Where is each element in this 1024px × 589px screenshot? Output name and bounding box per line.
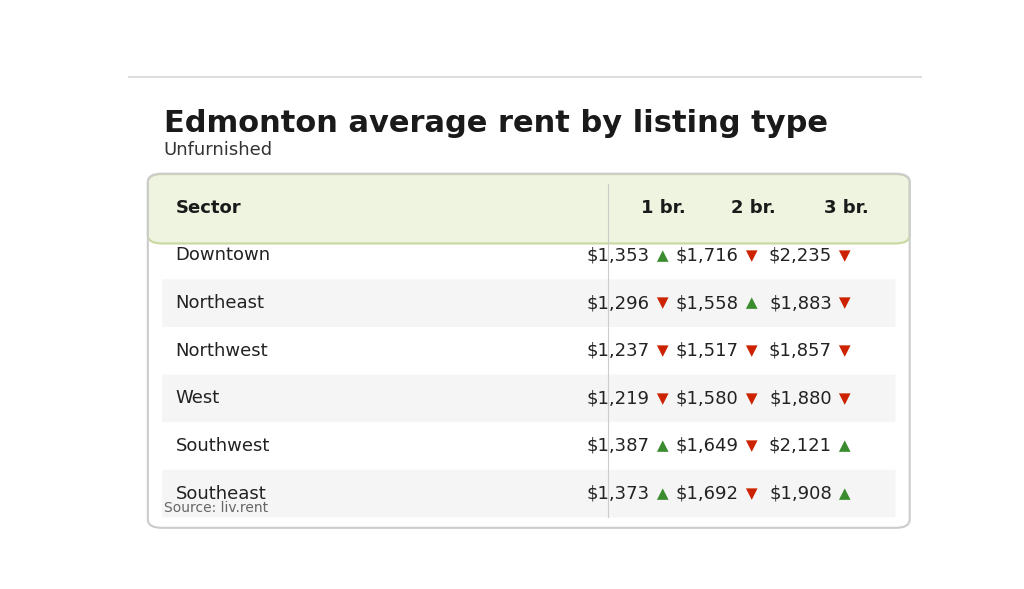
- Text: $1,296: $1,296: [587, 294, 649, 312]
- Text: Edmonton average rent by listing type: Edmonton average rent by listing type: [164, 109, 827, 138]
- Text: ▼: ▼: [741, 343, 758, 358]
- Text: $1,649: $1,649: [676, 437, 738, 455]
- Text: ▲: ▲: [835, 438, 851, 454]
- Text: $1,692: $1,692: [676, 485, 738, 502]
- Text: ▲: ▲: [652, 438, 669, 454]
- FancyBboxPatch shape: [162, 375, 895, 422]
- Text: ▼: ▼: [652, 296, 669, 310]
- FancyBboxPatch shape: [147, 174, 909, 243]
- Text: $1,373: $1,373: [587, 485, 649, 502]
- Text: 1 br.: 1 br.: [641, 199, 686, 217]
- Text: Sector: Sector: [176, 199, 242, 217]
- Text: $1,908: $1,908: [769, 485, 831, 502]
- Text: Southwest: Southwest: [176, 437, 270, 455]
- Text: 2 br.: 2 br.: [730, 199, 775, 217]
- Text: Northeast: Northeast: [176, 294, 264, 312]
- Text: ▼: ▼: [652, 343, 669, 358]
- FancyBboxPatch shape: [162, 422, 895, 470]
- Text: Northwest: Northwest: [176, 342, 268, 360]
- Text: West: West: [176, 389, 220, 408]
- Text: Downtown: Downtown: [176, 246, 270, 264]
- Text: $1,880: $1,880: [769, 389, 831, 408]
- Text: $1,558: $1,558: [676, 294, 738, 312]
- Text: Southeast: Southeast: [176, 485, 266, 502]
- Text: ▼: ▼: [835, 296, 851, 310]
- Text: $2,235: $2,235: [769, 246, 831, 264]
- Text: $1,883: $1,883: [769, 294, 831, 312]
- Text: ▲: ▲: [741, 296, 758, 310]
- Text: ▼: ▼: [835, 391, 851, 406]
- Text: ▼: ▼: [835, 248, 851, 263]
- Text: $1,857: $1,857: [769, 342, 831, 360]
- Text: ▼: ▼: [652, 391, 669, 406]
- Text: $1,580: $1,580: [676, 389, 738, 408]
- Text: $2,121: $2,121: [769, 437, 831, 455]
- Text: $1,219: $1,219: [587, 389, 649, 408]
- Text: ▼: ▼: [835, 343, 851, 358]
- Text: ▲: ▲: [835, 486, 851, 501]
- FancyBboxPatch shape: [162, 470, 895, 517]
- Text: ▼: ▼: [741, 486, 758, 501]
- Text: ▼: ▼: [741, 248, 758, 263]
- Text: $1,517: $1,517: [676, 342, 738, 360]
- Text: $1,387: $1,387: [587, 437, 649, 455]
- FancyBboxPatch shape: [162, 327, 895, 375]
- Text: 3 br.: 3 br.: [824, 199, 868, 217]
- Text: $1,716: $1,716: [676, 246, 738, 264]
- Text: $1,353: $1,353: [587, 246, 649, 264]
- Text: ▲: ▲: [652, 486, 669, 501]
- FancyBboxPatch shape: [162, 279, 895, 327]
- Text: ▲: ▲: [652, 248, 669, 263]
- Text: $1,237: $1,237: [587, 342, 649, 360]
- Text: Unfurnished: Unfurnished: [164, 141, 272, 159]
- Text: ▼: ▼: [741, 438, 758, 454]
- FancyBboxPatch shape: [162, 231, 895, 279]
- Text: ▼: ▼: [741, 391, 758, 406]
- Text: Source: liv.rent: Source: liv.rent: [164, 501, 268, 515]
